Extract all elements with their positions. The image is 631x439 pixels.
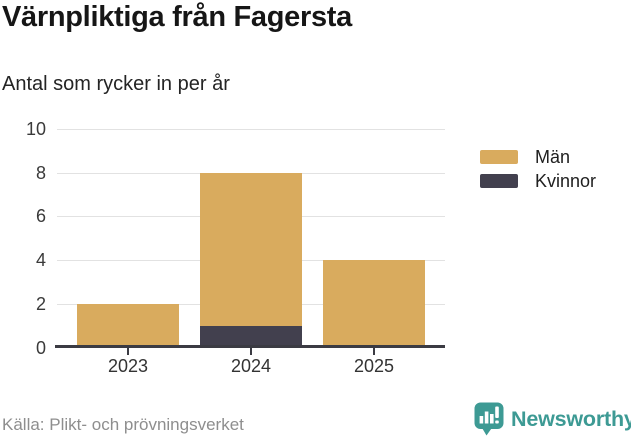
brand-name: Newsworthy xyxy=(511,406,631,431)
x-axis-label-2023: 2023 xyxy=(107,356,149,376)
legend-swatch xyxy=(480,150,518,164)
legend-label: Kvinnor xyxy=(535,170,597,191)
source-note: Källa: Plikt- och prövningsverket xyxy=(2,415,244,434)
x-axis-label-2024: 2024 xyxy=(230,356,272,376)
gridline-y-10 xyxy=(57,128,445,130)
y-axis-label-2: 2 xyxy=(35,294,46,314)
legend-item-mn: Män xyxy=(480,147,596,167)
x-axis-line xyxy=(55,345,445,348)
legend-label: Män xyxy=(535,146,571,167)
bar-segment-mn-2023 xyxy=(77,303,179,348)
y-axis-label-8: 8 xyxy=(35,163,46,183)
x-axis-tick-2024 xyxy=(250,348,252,355)
legend: Män Kvinnor xyxy=(480,147,596,195)
y-axis-label-10: 10 xyxy=(25,119,46,139)
x-axis-tick-2025 xyxy=(373,348,375,355)
bar-segment-mn-2024 xyxy=(200,172,302,326)
bar-segment-kvinnor-2024 xyxy=(200,325,302,348)
newsworthy-brand: Newsworthy xyxy=(474,401,631,437)
chart-title: Värnpliktiga från Fagersta xyxy=(2,1,352,33)
y-axis-label-4: 4 xyxy=(35,250,46,270)
legend-swatch xyxy=(480,174,518,188)
legend-item-kvinnor: Kvinnor xyxy=(480,171,596,191)
bar-segment-mn-2025 xyxy=(323,260,425,348)
newsworthy-logo-icon xyxy=(474,402,504,436)
y-axis-label-6: 6 xyxy=(35,206,46,226)
x-axis-label-2025: 2025 xyxy=(353,356,395,376)
y-axis-label-0: 0 xyxy=(35,338,46,358)
x-axis-tick-2023 xyxy=(127,348,129,355)
chart-subtitle: Antal som rycker in per år xyxy=(2,73,230,95)
